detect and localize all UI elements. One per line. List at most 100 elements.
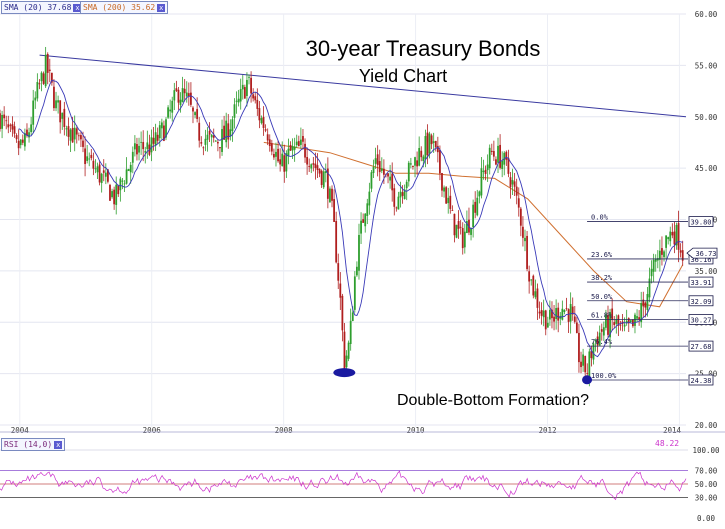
- candle-body: [216, 142, 219, 144]
- candle-body: [275, 151, 277, 157]
- fib-level-label: 23.6%: [591, 251, 613, 259]
- candle-body: [268, 139, 271, 147]
- candle-body: [262, 116, 265, 128]
- candle-body: [364, 213, 367, 227]
- candle-body: [40, 72, 43, 82]
- candle-body: [214, 140, 217, 142]
- candle-body: [5, 120, 8, 122]
- fib-level-label: 50.0%: [591, 293, 613, 301]
- candle-body: [125, 169, 128, 184]
- last-price-tag-label: 36.73: [695, 250, 716, 258]
- candle-body: [225, 120, 228, 143]
- candle-body: [291, 146, 294, 151]
- rsi-last-value: 48.22: [655, 439, 679, 448]
- candle-body: [304, 143, 306, 158]
- candle-body: [584, 355, 587, 373]
- sma200-remove-icon[interactable]: x: [157, 3, 166, 12]
- candle-body: [490, 150, 493, 152]
- candle-body: [646, 294, 649, 310]
- candle-body: [416, 160, 418, 167]
- candle-body: [127, 168, 130, 171]
- sma20-legend[interactable]: SMA (20) 37.68 x: [1, 1, 85, 14]
- candle-body: [501, 160, 504, 169]
- candle-body: [380, 168, 383, 171]
- rsi-legend[interactable]: RSI (14,0) x: [1, 438, 66, 451]
- candle-body: [555, 307, 558, 319]
- candle-body: [233, 104, 236, 118]
- candle-body: [80, 135, 82, 140]
- fib-level-label: 61.8%: [591, 311, 613, 319]
- price-tags: 39.80 36.16 33.91 32.09 30.27 27.68 24.38 36.73: [686, 216, 718, 386]
- candle-body: [109, 184, 111, 201]
- candle-body: [397, 196, 400, 210]
- candle-body: [158, 125, 161, 139]
- candle-body: [551, 309, 553, 319]
- candle-body: [561, 308, 564, 320]
- candle-body: [571, 306, 574, 315]
- candle-body: [461, 228, 464, 249]
- sma200-legend[interactable]: SMA (200) 35.62 x: [80, 1, 169, 14]
- candle-body: [36, 82, 39, 99]
- candle-body: [393, 188, 396, 207]
- candle-body: [160, 122, 163, 129]
- candle-body: [175, 88, 178, 91]
- fib-level-label: 76.4%: [591, 338, 613, 346]
- candle-body: [96, 166, 99, 173]
- candle-body: [324, 171, 327, 173]
- candle-body: [206, 134, 209, 140]
- chart-title: 30-year Treasury Bonds: [306, 36, 541, 61]
- candle-body: [281, 153, 284, 167]
- candle-body: [104, 172, 107, 177]
- candle-body: [412, 165, 414, 167]
- candle-body: [345, 355, 348, 368]
- candle-body: [133, 143, 136, 150]
- sma20-line: [18, 79, 683, 358]
- candle-body: [285, 153, 288, 172]
- price-y-tick-label: 35.00: [695, 267, 718, 276]
- candle-body: [192, 107, 194, 112]
- candle-body: [28, 132, 30, 138]
- candle-body: [565, 308, 568, 309]
- candle-body: [374, 158, 377, 164]
- candle-body: [88, 158, 91, 160]
- candle-body: [439, 149, 441, 174]
- candle-body: [246, 79, 248, 96]
- candle-body: [499, 144, 501, 168]
- price-y-tick-label: 55.00: [695, 61, 718, 70]
- sma200-line: [263, 141, 684, 308]
- candle-body: [283, 155, 286, 172]
- candle-body: [611, 308, 614, 321]
- candle-body: [258, 108, 261, 121]
- candle-body: [627, 318, 630, 324]
- candle-body: [563, 309, 566, 313]
- candle-body: [524, 237, 526, 242]
- candle-body: [15, 135, 18, 140]
- candle-body: [457, 221, 460, 229]
- candle-body: [511, 179, 514, 185]
- candle-body: [179, 99, 182, 105]
- candle-body: [129, 164, 132, 173]
- resistance-trendline: [39, 54, 687, 118]
- candle-body: [351, 312, 354, 322]
- candle-body: [7, 124, 10, 128]
- candle-body: [0, 113, 1, 130]
- candle-body: [107, 169, 109, 182]
- x-axis: 2004 2006 2008 2010 2012 2014: [11, 426, 682, 435]
- fib-price-tag: [688, 295, 714, 307]
- candle-body: [399, 191, 402, 198]
- candle-body: [1, 114, 3, 129]
- double-bottom-marker: [333, 368, 356, 378]
- candle-body: [432, 141, 435, 143]
- rsi-legend-label: RSI (14,0): [4, 440, 53, 449]
- candle-body: [295, 141, 298, 146]
- candle-body: [578, 332, 580, 363]
- candle-body: [254, 96, 257, 101]
- sma20-remove-icon[interactable]: x: [73, 3, 82, 12]
- rsi-remove-icon[interactable]: x: [54, 440, 63, 449]
- candle-body: [314, 163, 317, 168]
- candle-body: [187, 93, 190, 96]
- candle-body: [532, 275, 535, 296]
- price-y-tick-label: 20.00: [695, 421, 718, 430]
- rsi-y-tick-label: 50.00: [695, 480, 718, 489]
- candle-body: [613, 322, 616, 326]
